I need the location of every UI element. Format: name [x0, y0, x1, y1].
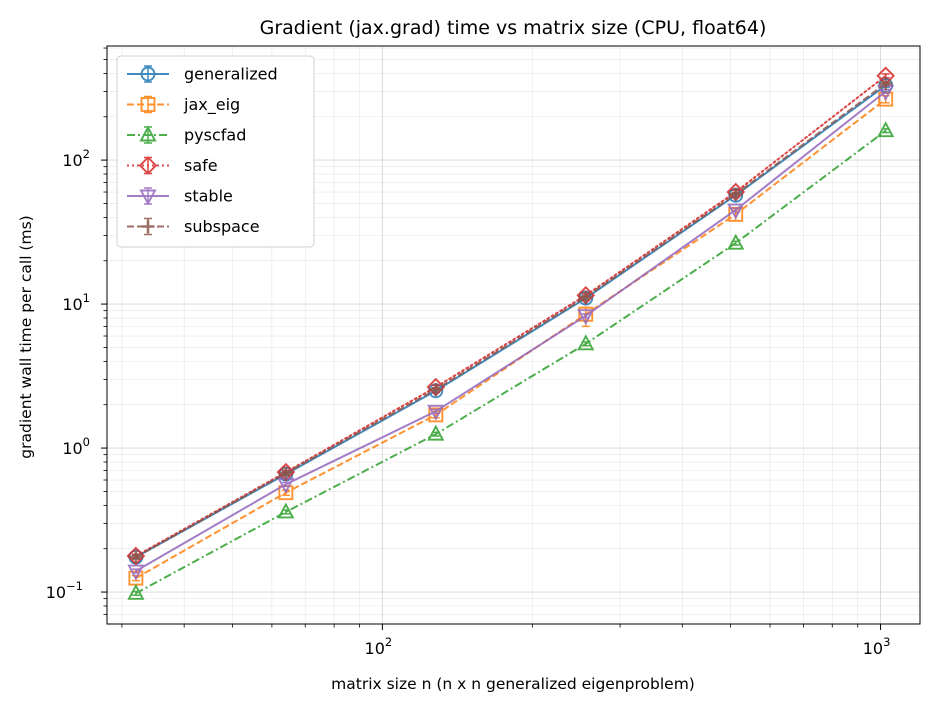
data-point [429, 383, 443, 397]
data-point [727, 203, 745, 220]
axes-frame [106, 45, 921, 625]
legend-label: subspace [184, 217, 260, 236]
legend-marker [140, 66, 156, 82]
data-point [577, 334, 595, 351]
legend-entry-jax_eig [127, 95, 169, 114]
data-point [276, 462, 296, 482]
data-point [578, 306, 594, 322]
series-line [135, 90, 887, 572]
legend-marker [140, 97, 156, 112]
legend-label: generalized [184, 65, 278, 84]
chart-title: Gradient (jax.grad) time vs matrix size … [260, 17, 767, 39]
data-point [277, 502, 295, 519]
data-point [727, 233, 745, 250]
data-point [879, 77, 893, 91]
data-point [729, 187, 743, 201]
data-point [279, 466, 293, 480]
legend-entry-pyscfad [127, 125, 169, 144]
y-axis-label: gradient wall time per call (ms) [17, 215, 35, 458]
legend-entry-stable [127, 187, 169, 206]
data-point [877, 121, 895, 138]
legend-entry-safe [127, 156, 169, 175]
legend-label: jax_eig [183, 95, 240, 115]
y-tick-exponent: 0 [83, 435, 90, 449]
legend-marker [139, 125, 157, 142]
legend-box [116, 55, 315, 248]
series-pyscfad [127, 121, 895, 600]
data-point [129, 550, 143, 564]
legend-label: pyscfad [184, 126, 246, 145]
data-point [577, 309, 595, 326]
x-tick-exponent: 3 [883, 635, 890, 649]
legend-entry-subspace [127, 217, 169, 236]
series-subspace [129, 77, 893, 564]
legend-label: safe [184, 156, 218, 175]
x-tick-exponent: 2 [385, 635, 392, 649]
data-point [579, 290, 593, 304]
x-axis-label: matrix size n (n x n generalized eigenpr… [331, 675, 695, 693]
data-point [427, 404, 445, 421]
y-tick-exponent: 2 [83, 147, 90, 161]
data-point [427, 424, 445, 441]
legend-marker [141, 220, 155, 233]
y-tick-exponent: 1 [83, 291, 90, 305]
y-tick-exponent: −1 [66, 579, 83, 593]
series-line [135, 82, 887, 558]
legend-label: stable [184, 187, 233, 206]
data-point [127, 583, 145, 600]
series-line [134, 74, 887, 557]
legend-marker [138, 156, 158, 175]
legend-marker [139, 189, 157, 206]
series-line [135, 129, 887, 595]
data-point [127, 564, 145, 581]
legend-entry-generalized [127, 65, 169, 83]
